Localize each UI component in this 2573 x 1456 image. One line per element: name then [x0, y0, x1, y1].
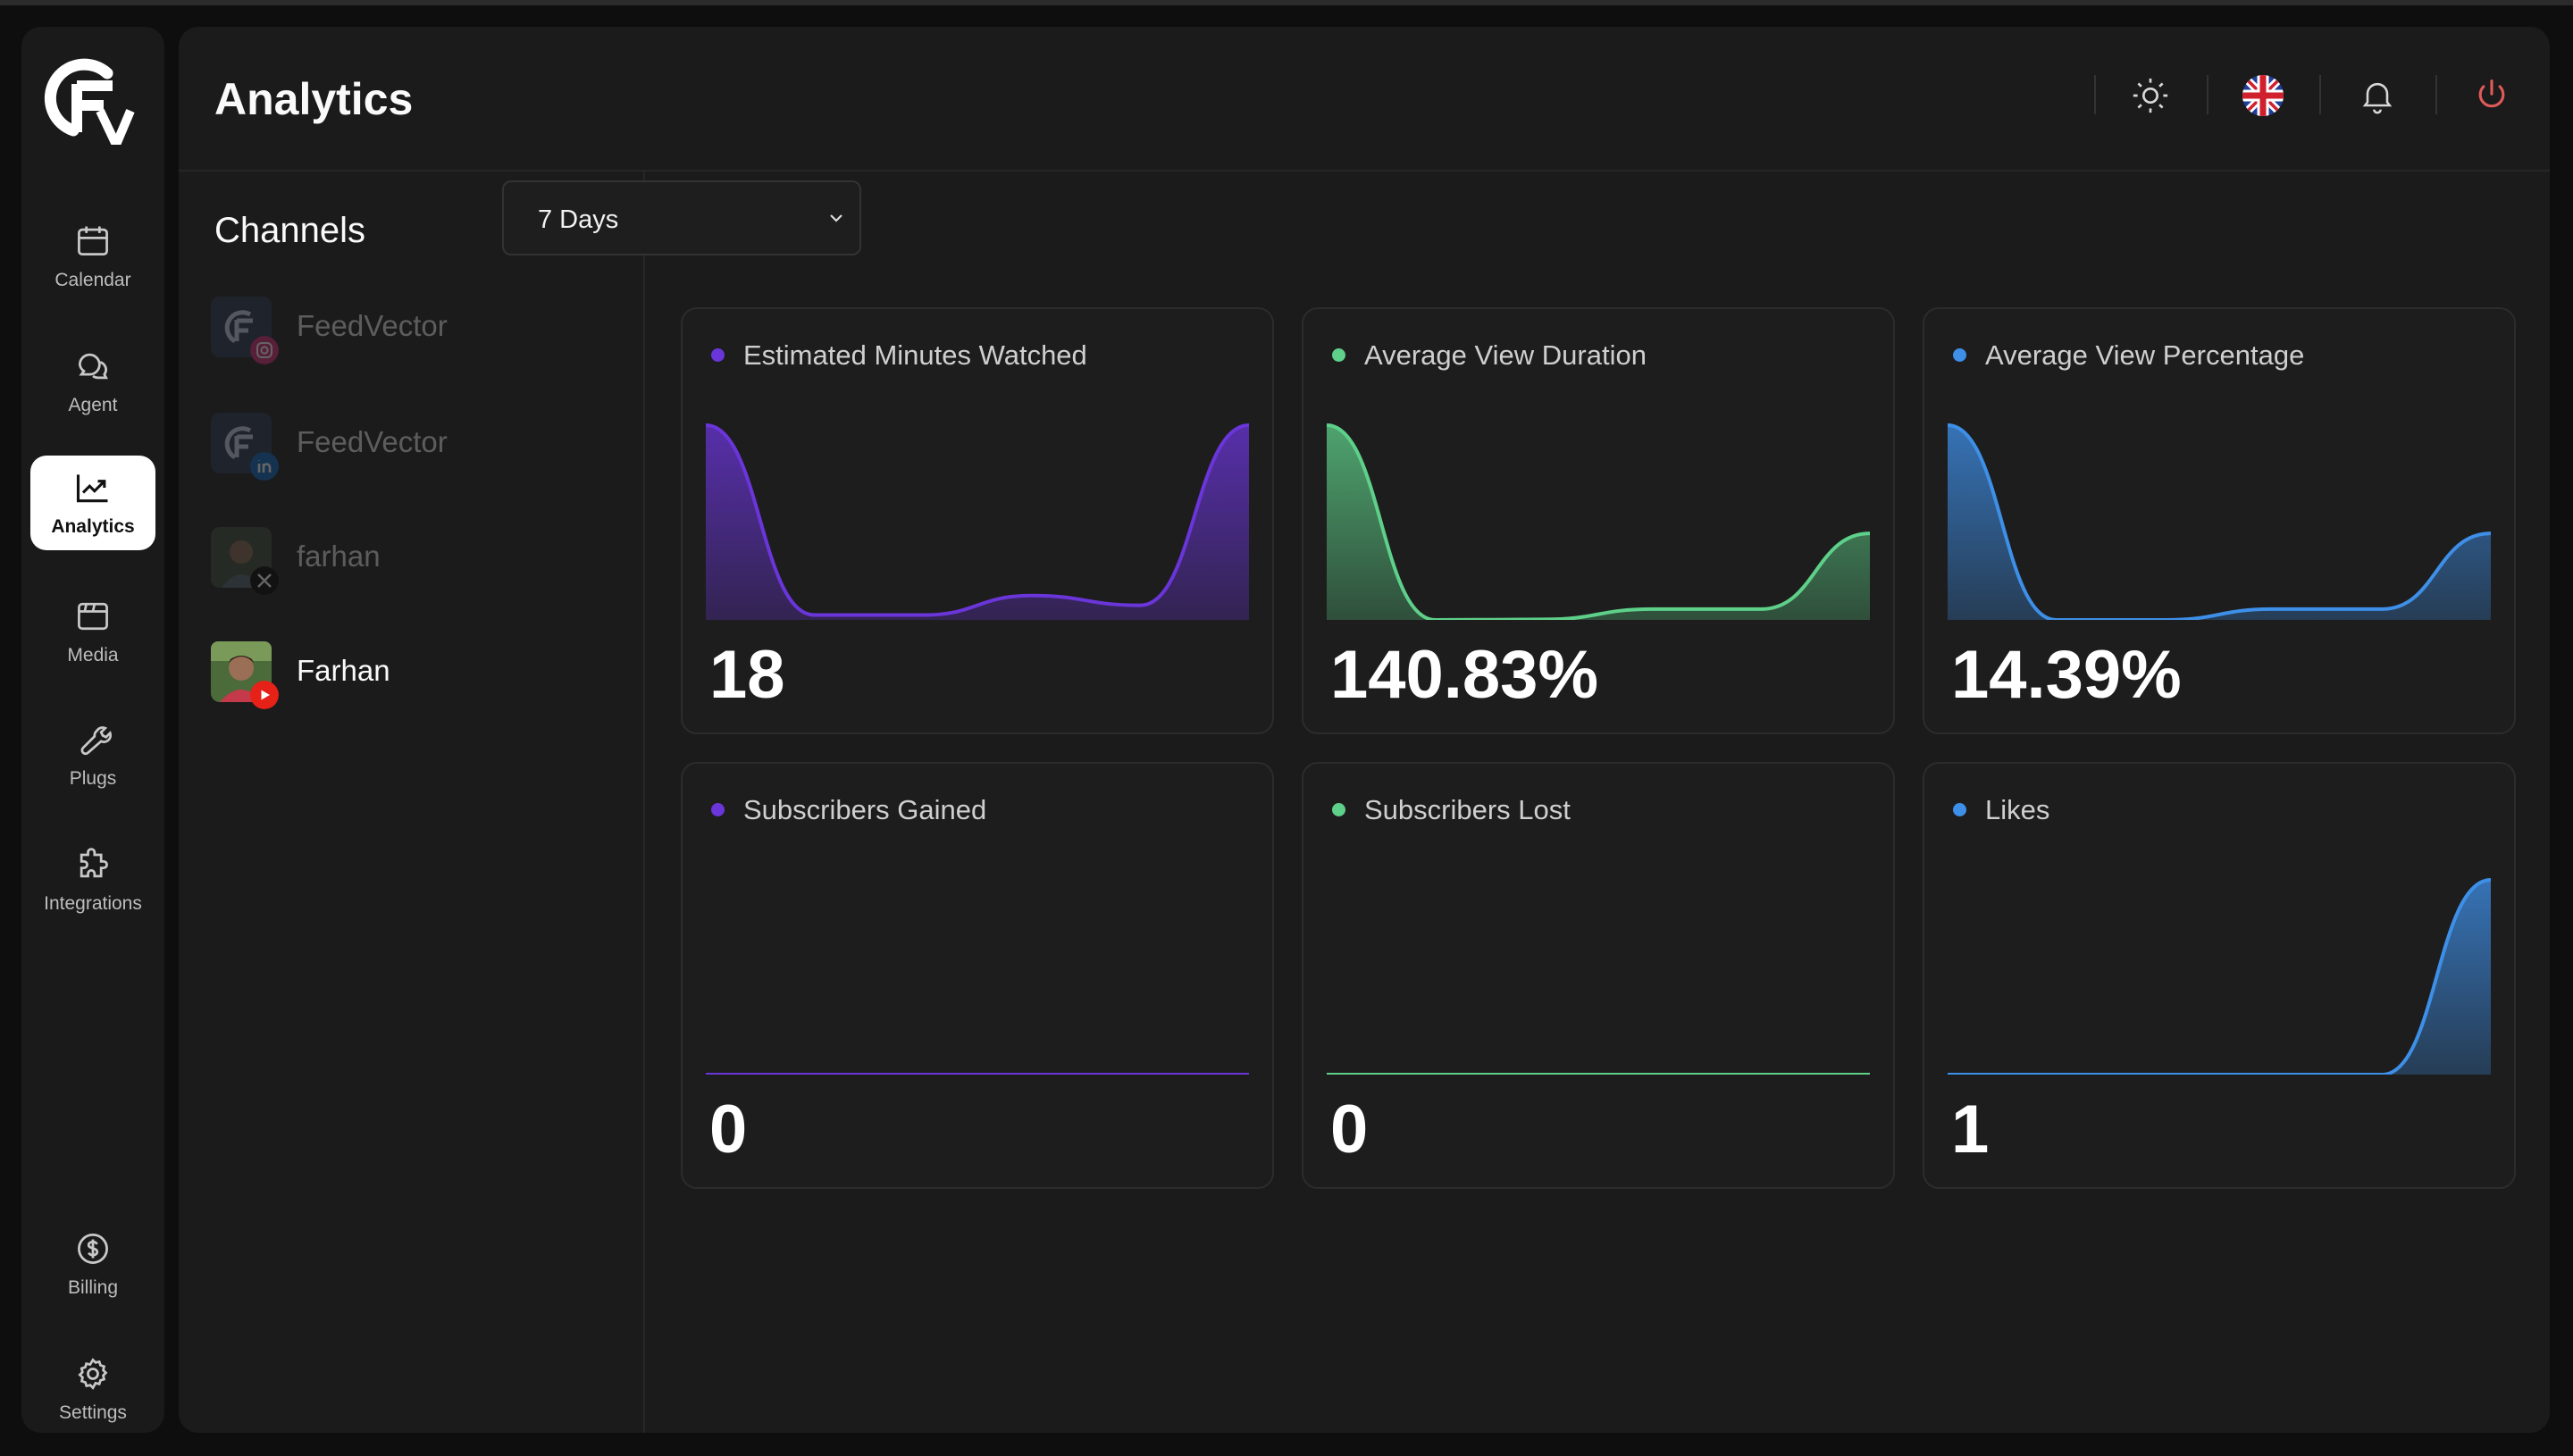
nav-item-billing[interactable]: Billing — [30, 1217, 155, 1311]
metric-sparkline — [1948, 878, 2491, 1075]
chevron-down-icon — [830, 214, 842, 222]
date-range-value: 7 Days — [538, 205, 619, 234]
metric-title: Subscribers Lost — [1364, 794, 1571, 825]
metric-card-subscribers-gained: Subscribers Gained 0 — [681, 762, 1274, 1189]
metric-card-likes: Likes 1 — [1923, 762, 2516, 1189]
language-button[interactable] — [2239, 71, 2287, 120]
nav-item-label: Integrations — [44, 893, 142, 914]
sparkline-line — [1948, 423, 2491, 620]
nav-item-label: Calendar — [54, 270, 131, 290]
channel-item-feedvector-linkedin[interactable]: FeedVector — [211, 407, 604, 481]
sparkline-area — [1327, 425, 1870, 620]
header-divider — [2094, 75, 2096, 114]
nav-item-label: Plugs — [69, 768, 117, 789]
sparkline-area — [1948, 425, 2491, 620]
power-icon — [2478, 79, 2505, 108]
sparkline-area — [1948, 880, 2491, 1075]
nav-item-label: Billing — [67, 1277, 119, 1298]
metric-title: Average View Duration — [1364, 339, 1647, 371]
trending-up-icon — [76, 474, 108, 503]
channels-title: Channels — [214, 211, 366, 250]
metric-sparkline — [1327, 1073, 1870, 1075]
metric-value: 1 — [1951, 1092, 1990, 1167]
metric-title: Likes — [1985, 794, 2050, 825]
nav-item-plugs[interactable]: Plugs — [30, 707, 155, 802]
metric-title: Subscribers Gained — [743, 794, 987, 825]
metric-sparkline — [1948, 423, 2491, 620]
nav-item-calendar[interactable]: Calendar — [30, 209, 155, 304]
metric-sparkline — [706, 1073, 1249, 1075]
metric-card-avg-view-duration: Average View Duration 140.83% — [1302, 307, 1895, 734]
gear-icon — [78, 1358, 108, 1390]
nav-item-media[interactable]: Media — [30, 584, 155, 679]
sparkline-line — [1948, 878, 2491, 1075]
channel-avatar — [211, 527, 272, 588]
header: Analytics — [179, 27, 2550, 172]
channel-name: farhan — [297, 540, 381, 573]
youtube-icon — [250, 681, 279, 709]
date-range-select[interactable]: 7 Days — [502, 180, 861, 255]
calendar-icon — [78, 226, 108, 256]
series-dot — [711, 348, 725, 362]
channel-item-feedvector-instagram[interactable]: FeedVector — [211, 291, 604, 364]
header-divider — [2207, 75, 2208, 114]
metric-card-subscribers-lost: Subscribers Lost 0 — [1302, 762, 1895, 1189]
nav-item-integrations[interactable]: Integrations — [30, 833, 155, 927]
bell-icon — [2362, 82, 2393, 114]
logout-button[interactable] — [2468, 71, 2516, 120]
nav-item-analytics[interactable]: Analytics — [30, 456, 155, 550]
notifications-button[interactable] — [2353, 71, 2401, 120]
channel-name: FeedVector — [297, 425, 448, 458]
metric-card-avg-view-percentage: Average View Percentage 14.39% — [1923, 307, 2516, 734]
sparkline-area — [706, 425, 1249, 620]
series-dot — [1953, 803, 1966, 816]
uk-flag-icon — [2242, 75, 2284, 116]
channels-panel: Channels FeedVector — [179, 172, 645, 1433]
header-divider — [2435, 75, 2437, 114]
metric-value: 14.39% — [1951, 637, 2182, 713]
wrench-icon — [80, 726, 113, 756]
nav-item-label: Analytics — [51, 516, 135, 537]
channel-item-farhan-x[interactable]: farhan — [211, 522, 604, 595]
chat-icon — [78, 353, 108, 380]
metric-title: Average View Percentage — [1985, 339, 2305, 371]
page-title: Analytics — [214, 74, 414, 124]
metric-value: 18 — [709, 637, 785, 713]
channel-avatar — [211, 297, 272, 357]
header-divider — [2319, 75, 2321, 114]
x-icon — [250, 566, 279, 595]
sun-icon — [2133, 78, 2168, 113]
series-dot — [1332, 348, 1345, 362]
sparkline-line — [706, 423, 1249, 617]
metric-value: 140.83% — [1330, 637, 1599, 713]
nav-item-label: Settings — [59, 1402, 127, 1423]
channel-name: FeedVector — [297, 309, 448, 342]
series-dot — [711, 803, 725, 816]
series-dot — [1953, 348, 1966, 362]
metric-value: 0 — [1330, 1092, 1369, 1167]
nav-item-settings[interactable]: Settings — [30, 1342, 155, 1436]
metric-card-estimated-minutes: Estimated Minutes Watched 18 — [681, 307, 1274, 734]
series-dot — [1332, 803, 1345, 816]
sparkline-line — [1327, 423, 1870, 620]
puzzle-icon — [80, 848, 108, 878]
metric-title: Estimated Minutes Watched — [743, 339, 1087, 371]
nav-item-label: Media — [67, 645, 119, 665]
instagram-icon — [250, 336, 279, 364]
metric-sparkline — [1327, 423, 1870, 620]
linkedin-icon — [250, 452, 279, 481]
nav-item-agent[interactable]: Agent — [30, 334, 155, 429]
metric-sparkline — [706, 423, 1249, 620]
nav-item-label: Agent — [68, 395, 118, 415]
metric-value: 0 — [709, 1092, 748, 1167]
left-navigation: Calendar Agent Analytics Media Plugs Int… — [21, 27, 164, 1433]
window-top-border — [0, 0, 2573, 5]
media-icon — [78, 602, 108, 631]
channel-name: Farhan — [297, 654, 390, 687]
channel-item-farhan-youtube[interactable]: Farhan — [211, 636, 604, 709]
dollar-icon — [78, 1234, 108, 1264]
app-logo[interactable] — [38, 46, 148, 156]
channel-avatar — [211, 413, 272, 473]
theme-toggle-button[interactable] — [2126, 71, 2175, 120]
